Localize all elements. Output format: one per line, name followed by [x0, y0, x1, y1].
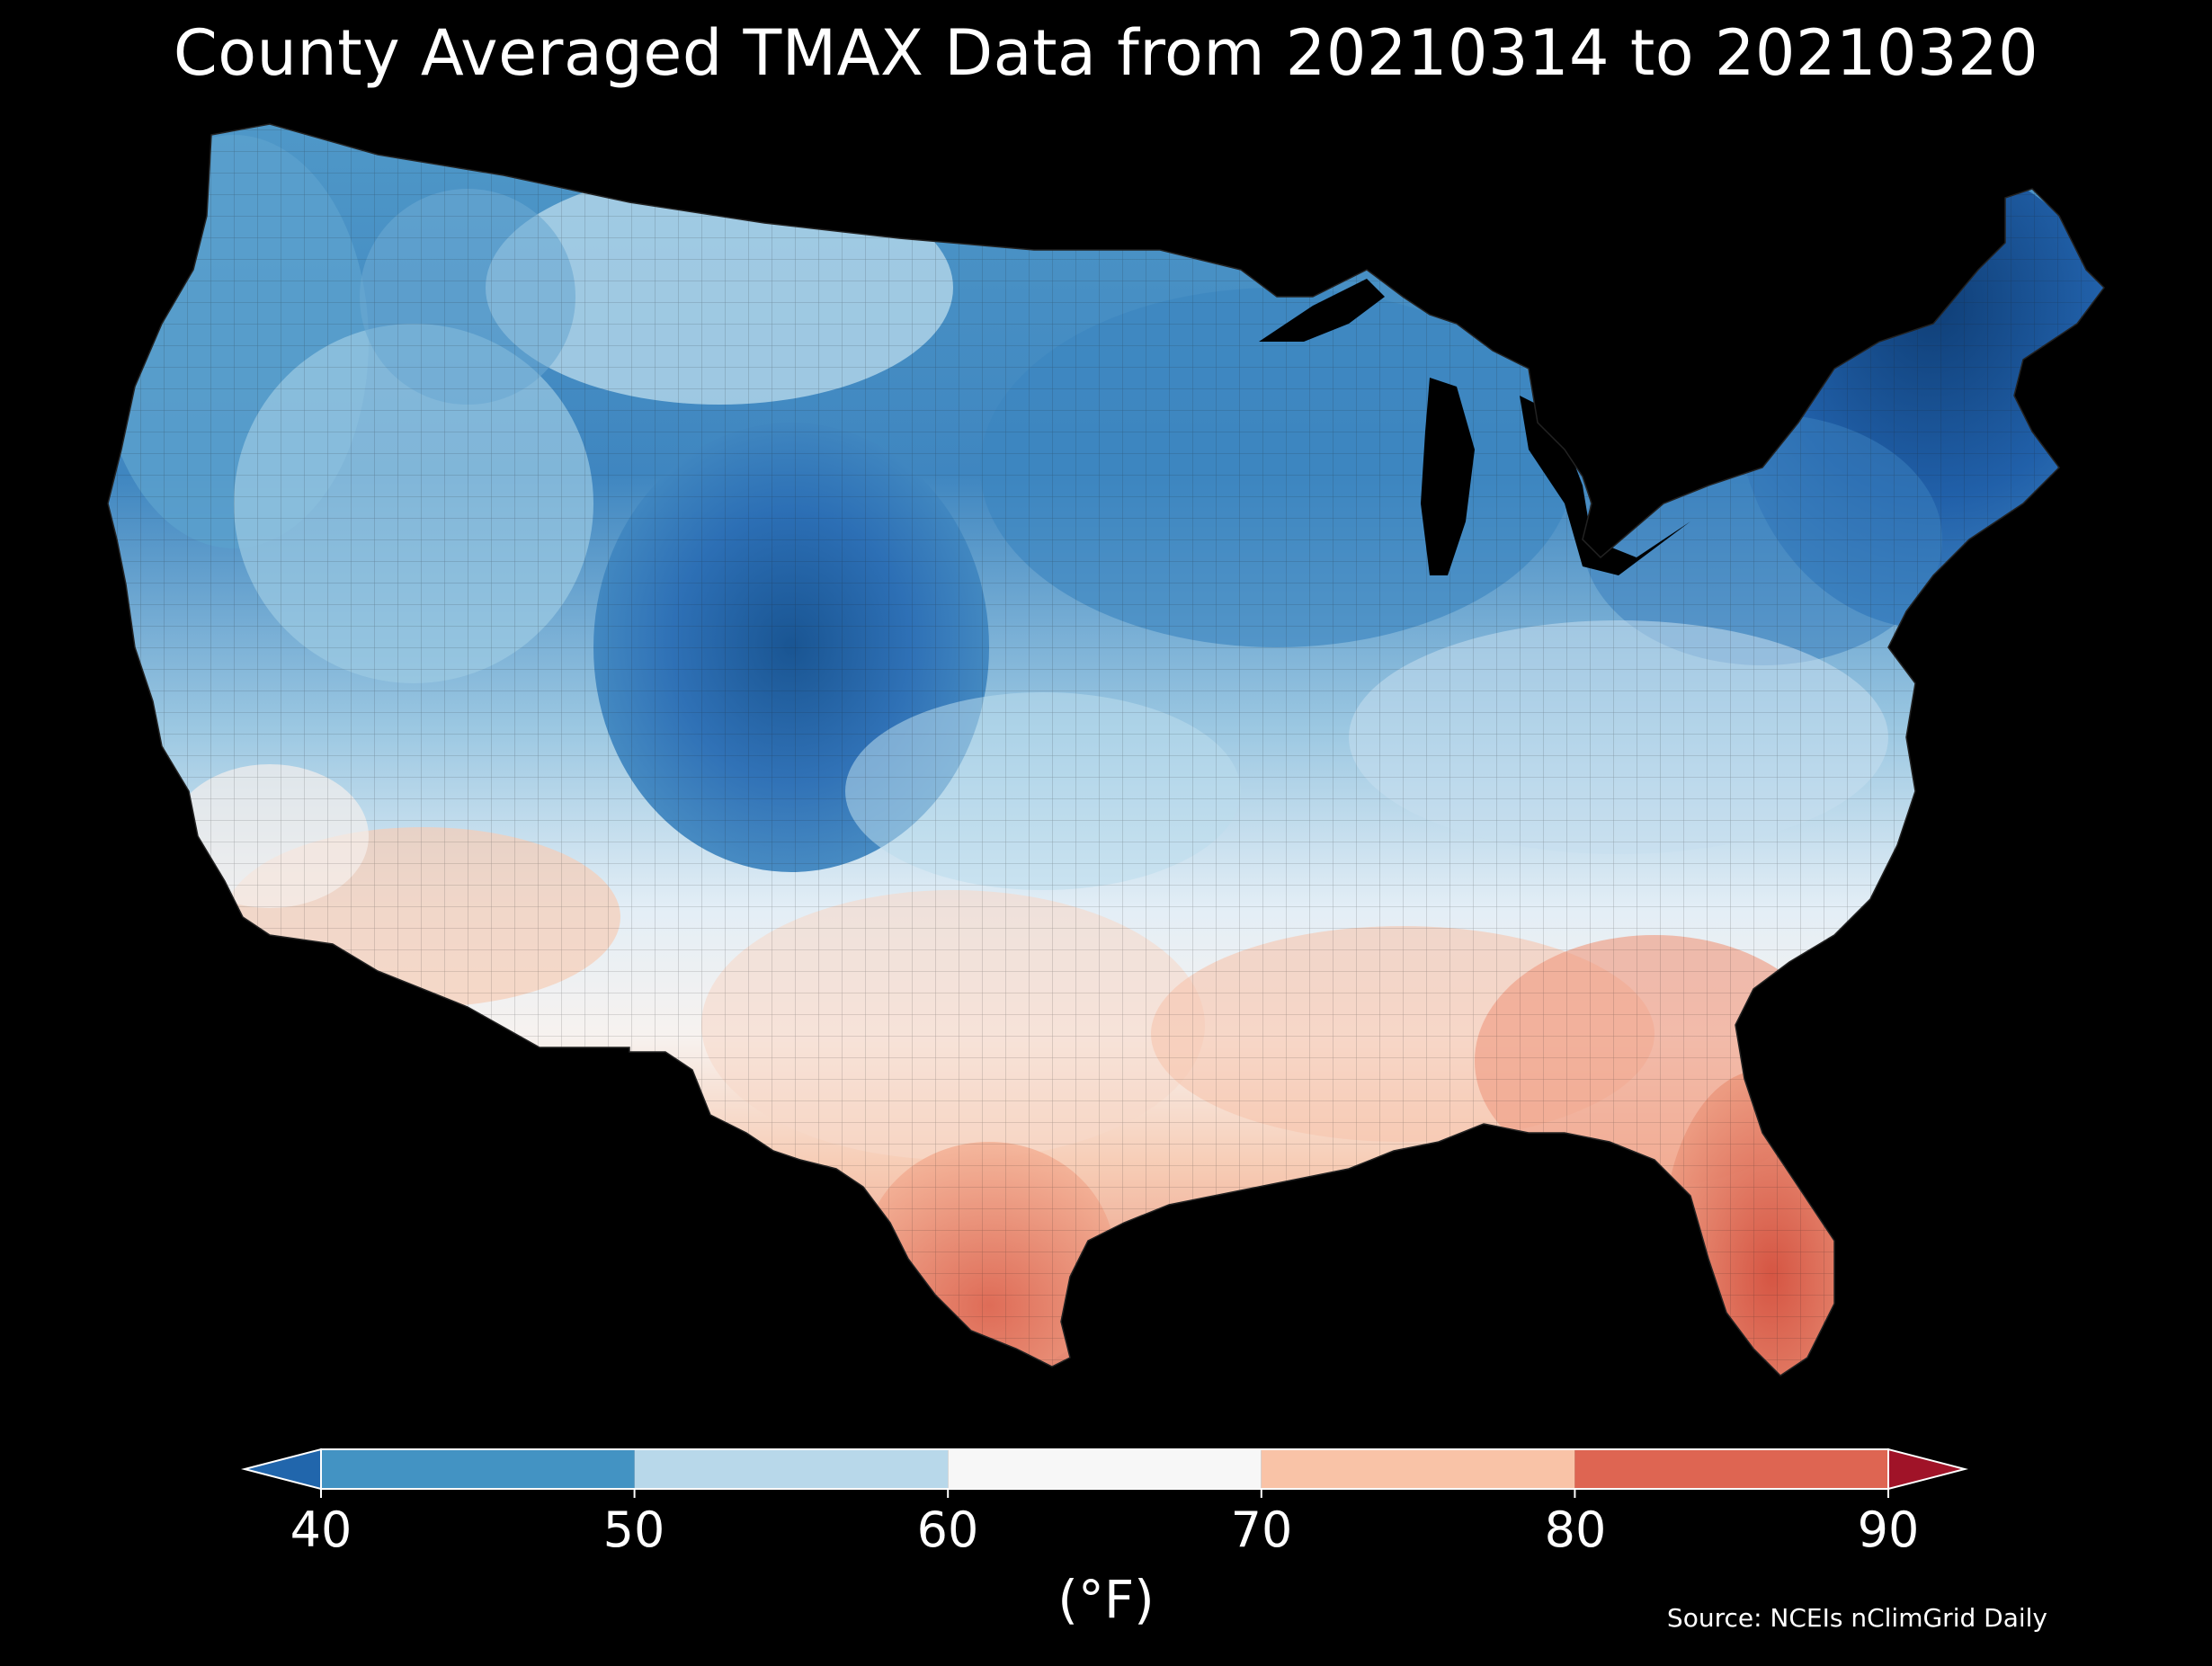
colorbar-unit-label: (°F): [1057, 1569, 1155, 1630]
colorbar-extend-high: [1887, 1448, 1968, 1491]
county-boundaries: [108, 124, 2104, 1376]
tick-label-50: 50: [602, 1501, 665, 1558]
tick-label-80: 80: [1544, 1501, 1607, 1558]
lake-superior: [1259, 279, 1385, 342]
source-credit: Source: NCEIs nClimGrid Daily: [1666, 1603, 2047, 1633]
colorbar-bin-60-70: [948, 1449, 1262, 1489]
tick-label-70: 70: [1230, 1501, 1293, 1558]
colorbar-frame: [320, 1448, 1889, 1490]
colorbar: [241, 1448, 1968, 1498]
map-title: County Averaged TMAX Data from 20210314 …: [173, 16, 2039, 90]
tick-label-40: 40: [290, 1501, 352, 1558]
colorbar-bin-40-50: [321, 1449, 635, 1489]
lake-michigan: [1421, 378, 1475, 575]
colorbar-extend-low: [241, 1448, 322, 1491]
tick-label-60: 60: [916, 1501, 979, 1558]
tick-label-90: 90: [1857, 1501, 1920, 1558]
colorbar-bin-70-80: [1261, 1449, 1575, 1489]
colorbar-bin-80-90: [1574, 1449, 1888, 1489]
lake-huron-erie: [1520, 396, 1690, 575]
colorbar-bin-50-60: [634, 1449, 949, 1489]
